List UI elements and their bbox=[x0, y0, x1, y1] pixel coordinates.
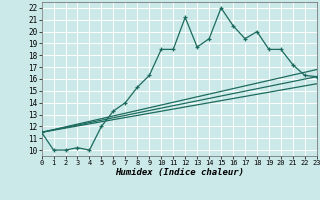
X-axis label: Humidex (Indice chaleur): Humidex (Indice chaleur) bbox=[115, 168, 244, 177]
